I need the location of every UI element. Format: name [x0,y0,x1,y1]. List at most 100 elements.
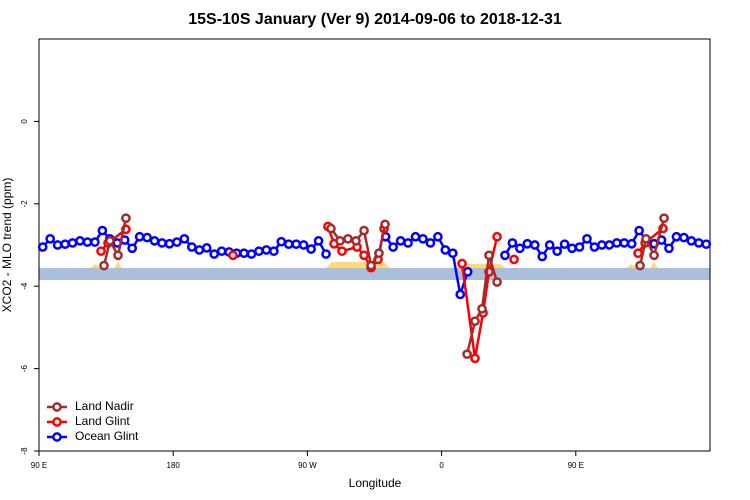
data-point [96,246,106,257]
data-point [410,231,421,242]
data-point [582,233,592,244]
data-point [395,236,406,246]
data-point [113,250,123,261]
data-point [52,240,63,250]
data-point [492,277,502,287]
data-point [537,251,548,262]
data-point [559,239,570,250]
data-point [552,246,563,257]
data-point [82,237,93,247]
data-point [60,239,70,250]
data-point [99,260,109,271]
data-point [90,237,100,247]
data-point [659,213,669,224]
data-point [351,236,361,246]
data-point [633,248,643,259]
data-point [515,243,525,254]
data-point [366,260,376,271]
data-point [216,246,227,257]
legend-marker [52,432,62,442]
data-point [418,233,428,244]
data-point [291,239,302,250]
y-tick-label: -8 [20,447,29,455]
y-axis-label: XCO2 - MLO trend (ppm) [0,178,14,313]
data-point [626,238,637,249]
data-point [693,238,704,248]
y-tick-label: 0 [20,119,29,124]
data-point [172,237,182,247]
data-point [134,231,145,242]
legend-marker [52,402,62,412]
legend-label: Land Nadir [75,399,134,413]
data-point [179,233,190,244]
data-point [403,238,413,248]
data-point [326,223,336,234]
data-point [619,238,630,248]
data-point [121,213,131,224]
data-point [45,233,56,244]
data-point [462,349,472,360]
data-point [671,231,682,242]
data-point [321,249,331,259]
data-point [380,219,390,230]
data-point [589,242,600,252]
data-point [470,353,480,364]
data-point [492,231,502,242]
data-point [254,246,264,257]
data-point [611,238,622,248]
data-point [522,238,533,249]
data-point [664,243,674,254]
data-point [283,239,294,250]
data-point [337,246,347,257]
data-point [194,245,205,255]
data-point [269,246,279,257]
data-point [649,250,659,261]
data-point [604,240,615,250]
y-tick-label: -2 [20,200,29,208]
data-point [597,240,607,250]
data-point [306,244,316,254]
data-point [149,236,160,246]
data-point [37,242,48,252]
data-point [359,250,369,261]
data-point [455,289,466,300]
data-point [507,238,518,248]
data-point [142,232,152,243]
data-point [686,236,697,246]
data-point [228,250,238,261]
x-axis-label: Longitude [349,476,402,490]
data-point [447,248,458,259]
data-point [567,243,577,254]
land-area [90,262,122,268]
data-point [701,239,712,250]
data-point [276,236,287,247]
data-point [164,238,175,249]
data-point [635,260,645,271]
y-tick-label: -6 [20,364,29,372]
data-point [484,250,494,261]
data-point [388,242,398,252]
x-tick-label: 90 E [31,461,47,470]
x-tick-label: 90 E [568,461,584,470]
data-point [425,238,436,248]
x-tick-label: 90 W [298,461,317,470]
legend-marker [52,417,62,427]
data-point [127,243,138,254]
data-point [67,238,78,248]
ocean-band [39,268,710,280]
data-point [246,249,257,259]
data-point [634,225,645,236]
data-point [335,236,345,246]
data-point [201,243,212,253]
data-point [239,248,249,259]
data-point [574,242,585,252]
data-point [544,240,555,250]
data-point [462,266,473,277]
data-point [209,249,220,259]
land-area [626,262,658,268]
legend-label: Ocean Glint [75,429,139,443]
data-point [374,248,384,259]
